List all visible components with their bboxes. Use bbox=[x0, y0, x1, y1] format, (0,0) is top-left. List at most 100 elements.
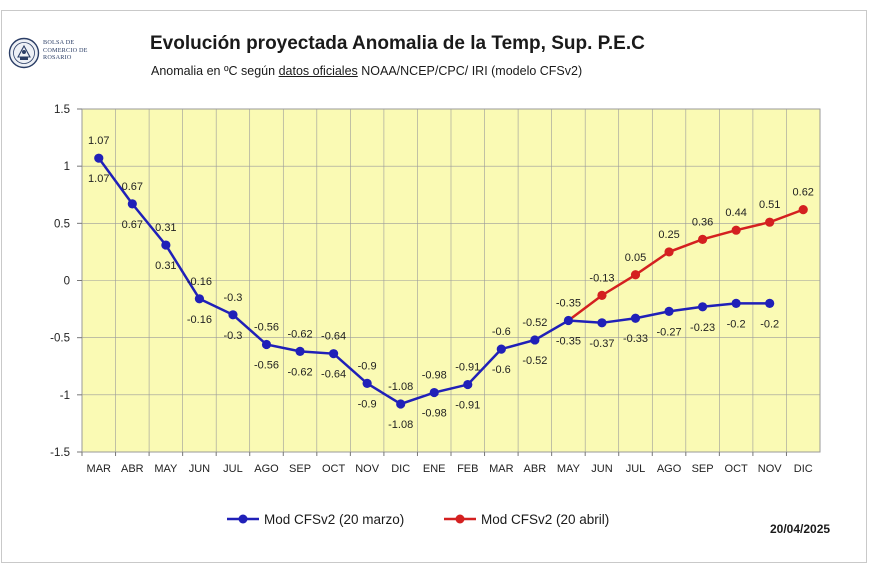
x-tick-label: MAY bbox=[154, 463, 178, 475]
data-point-20-marzo bbox=[630, 313, 641, 323]
data-label-20-marzo: -0.37 bbox=[589, 338, 614, 350]
data-point-20-abril bbox=[630, 270, 641, 280]
x-tick-label: SEP bbox=[289, 463, 311, 475]
data-label-20-abril: -0.98 bbox=[422, 370, 447, 382]
y-tick-label: 1.5 bbox=[54, 104, 70, 116]
data-point-20-marzo bbox=[328, 349, 339, 359]
data-point-20-marzo bbox=[362, 378, 372, 388]
data-point-20-marzo bbox=[429, 387, 439, 398]
data-label-20-marzo: -0.52 bbox=[522, 355, 547, 367]
data-point-20-marzo bbox=[194, 294, 205, 304]
x-tick-label: MAY bbox=[557, 463, 581, 475]
data-point-20-marzo bbox=[295, 346, 305, 356]
data-label-20-abril: -0.62 bbox=[288, 328, 313, 340]
data-point-20-marzo bbox=[396, 399, 406, 409]
data-point-20-abril bbox=[597, 290, 607, 300]
data-point-20-abril bbox=[765, 217, 775, 227]
x-tick-label: NOV bbox=[758, 463, 783, 475]
data-point-20-marzo bbox=[664, 306, 674, 316]
x-tick-label: OCT bbox=[322, 463, 346, 475]
x-tick-label: ABR bbox=[524, 463, 547, 475]
subtitle-prefix: Anomalia en ºC según bbox=[151, 64, 279, 78]
data-label-20-marzo: -0.56 bbox=[254, 360, 279, 372]
data-point-20-abril bbox=[798, 205, 808, 215]
data-label-20-marzo: -1.08 bbox=[388, 419, 413, 431]
data-label-20-abril: 0.62 bbox=[793, 187, 814, 199]
x-tick-label: DIC bbox=[391, 463, 410, 475]
data-label-20-marzo: -0.98 bbox=[422, 408, 447, 420]
data-label-20-marzo: -0.33 bbox=[623, 333, 648, 345]
y-tick-label: 0.5 bbox=[54, 218, 70, 230]
x-tick-label: SEP bbox=[692, 463, 714, 475]
data-label-20-marzo: 0.31 bbox=[155, 260, 176, 272]
x-tick-label: OCT bbox=[725, 463, 749, 475]
data-label-20-marzo: -0.6 bbox=[492, 364, 511, 376]
data-label-20-marzo: -0.91 bbox=[455, 400, 480, 412]
y-tick-label: -0.5 bbox=[50, 333, 70, 345]
x-tick-label: MAR bbox=[489, 463, 514, 475]
data-label-20-marzo: -0.35 bbox=[556, 336, 581, 348]
x-tick-label: JUL bbox=[626, 463, 646, 475]
x-tick-label: MAR bbox=[87, 463, 112, 475]
data-label-20-abril: -0.35 bbox=[556, 298, 581, 310]
series-line-20-abril bbox=[567, 208, 804, 322]
data-label-20-marzo: -0.9 bbox=[358, 398, 377, 410]
x-tick-label: JUN bbox=[189, 463, 210, 475]
data-point-20-marzo bbox=[94, 153, 104, 163]
x-tick-label: AGO bbox=[657, 463, 682, 475]
data-point-20-marzo bbox=[127, 199, 137, 209]
x-tick-label: DIC bbox=[794, 463, 813, 475]
data-label-20-marzo: 1.07 bbox=[88, 173, 109, 185]
x-tick-label: ENE bbox=[423, 463, 446, 475]
legend-label-series-2: Mod CFSv2 (20 abril) bbox=[481, 511, 610, 527]
data-label-20-marzo: -0.3 bbox=[223, 330, 242, 342]
x-tick-label: NOV bbox=[355, 463, 380, 475]
data-point-20-marzo bbox=[261, 339, 272, 350]
x-tick-label: FEB bbox=[457, 463, 478, 475]
legend-swatch-series-1 bbox=[227, 514, 259, 524]
data-label-20-abril: 1.07 bbox=[88, 135, 109, 147]
data-label-20-abril: 0.36 bbox=[692, 216, 713, 228]
data-label-20-abril: -0.52 bbox=[522, 317, 547, 329]
y-tick-label: 1 bbox=[64, 161, 70, 173]
data-point-20-marzo bbox=[697, 302, 708, 312]
data-point-20-marzo bbox=[765, 298, 775, 308]
data-label-20-marzo: -0.2 bbox=[727, 318, 746, 330]
data-point-20-marzo bbox=[563, 315, 574, 326]
legend-label-series-1: Mod CFSv2 (20 marzo) bbox=[264, 511, 405, 527]
data-point-20-marzo bbox=[597, 318, 607, 328]
data-point-20-abril bbox=[731, 225, 741, 235]
logo-text: BOLSA DE COMERCIO DE ROSARIO bbox=[43, 39, 88, 61]
data-label-20-abril: -0.3 bbox=[223, 292, 242, 304]
data-label-20-marzo: 0.67 bbox=[122, 219, 143, 231]
y-tick-label: -1 bbox=[60, 390, 70, 402]
legend-swatch-series-2 bbox=[444, 514, 476, 524]
x-tick-label: ABR bbox=[121, 463, 144, 475]
bcr-seal-icon bbox=[8, 37, 40, 69]
data-label-20-abril: 0.44 bbox=[725, 207, 746, 219]
data-label-20-abril: 0.05 bbox=[625, 252, 646, 264]
data-label-20-abril: -0.16 bbox=[187, 276, 212, 288]
bcr-logo: BOLSA DE COMERCIO DE ROSARIO bbox=[8, 37, 108, 71]
data-point-20-marzo bbox=[161, 240, 171, 250]
x-tick-label: JUN bbox=[591, 463, 612, 475]
y-tick-label: 0 bbox=[64, 276, 70, 288]
x-tick-label: AGO bbox=[254, 463, 279, 475]
data-label-20-abril: -0.64 bbox=[321, 331, 346, 343]
data-label-20-abril: 0.51 bbox=[759, 199, 780, 211]
legend-item-series-2: Mod CFSv2 (20 abril) bbox=[443, 508, 609, 530]
date-label: 20/04/2025 bbox=[770, 522, 831, 536]
data-label-20-marzo: -0.16 bbox=[187, 314, 212, 326]
data-point-20-abril bbox=[664, 247, 674, 257]
subtitle-suffix: NOAA/NCEP/CPC/ IRI (modelo CFSv2) bbox=[357, 64, 583, 78]
data-point-20-marzo bbox=[731, 298, 741, 308]
data-point-20-abril bbox=[697, 234, 708, 244]
data-point-20-marzo bbox=[228, 310, 238, 320]
subtitle-link-text: datos oficiales bbox=[278, 64, 358, 78]
data-label-20-marzo: -0.23 bbox=[690, 322, 715, 334]
data-label-20-abril: -0.13 bbox=[589, 272, 614, 284]
data-label-20-abril: -1.08 bbox=[388, 381, 413, 393]
chart-subtitle: Anomalia en ºC según datos oficiales NOA… bbox=[151, 64, 582, 78]
data-label-20-abril: -0.91 bbox=[455, 362, 480, 374]
